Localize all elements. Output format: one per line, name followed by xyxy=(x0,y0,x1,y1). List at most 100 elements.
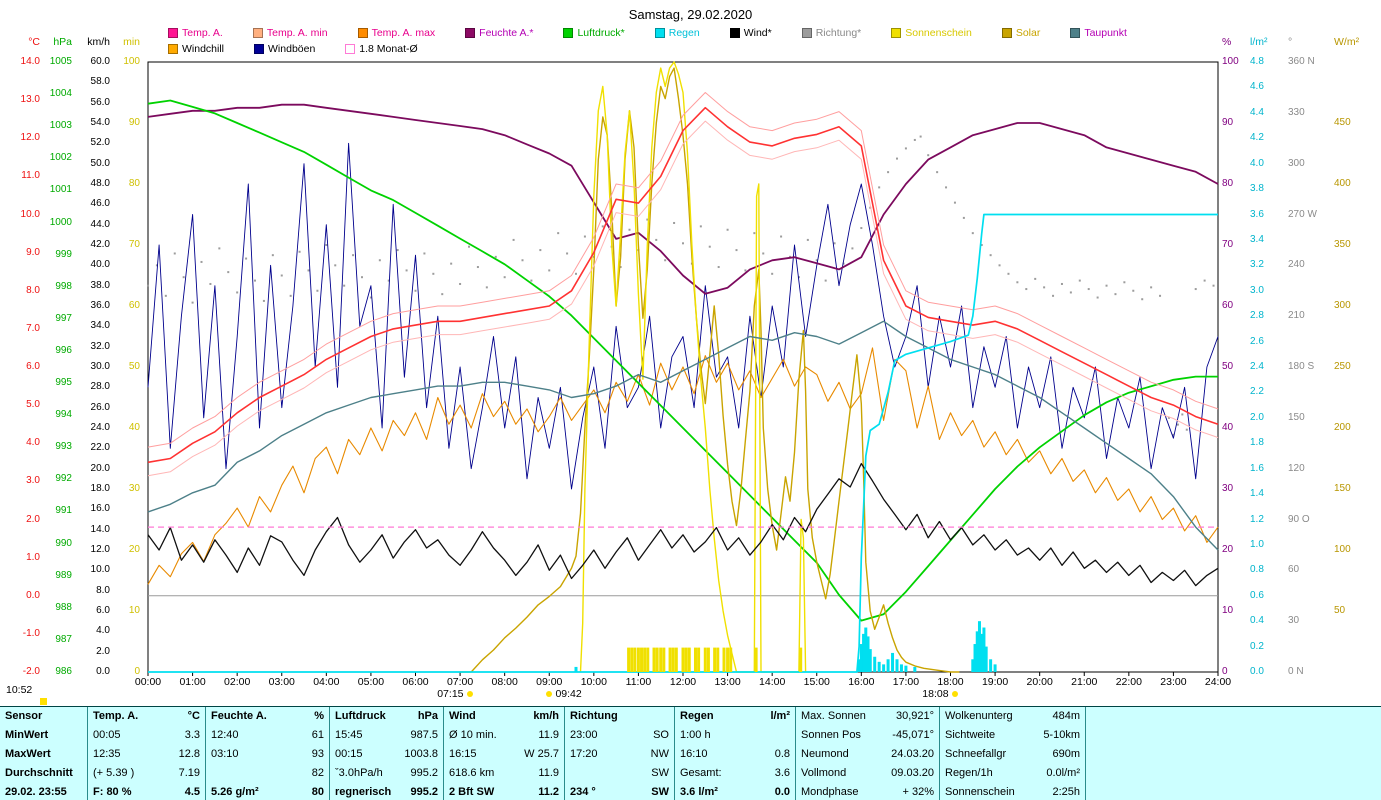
rain-bar xyxy=(895,659,899,672)
series-richtung-dot xyxy=(980,244,983,246)
sun-bar xyxy=(729,647,733,672)
series-richtung-dot xyxy=(155,264,158,267)
cell-label: Mondphase xyxy=(801,785,859,798)
axis-tick-label: 70 xyxy=(128,239,140,250)
axis-tick-label: 4.2 xyxy=(1250,132,1264,144)
series-richtung-dot xyxy=(1114,293,1117,296)
x-axis-label: 02:00 xyxy=(224,676,251,688)
x-axis-label: 06:00 xyxy=(402,676,429,688)
series-richtung-dot xyxy=(298,250,301,253)
rain-bar xyxy=(971,659,975,672)
group-cell: 5.26 g/m² 80 xyxy=(206,782,330,800)
series-richtung-dot xyxy=(878,186,881,189)
cell-label: 23:00 xyxy=(570,729,598,742)
axis-tick-label: 992 xyxy=(55,473,72,485)
sun-time-09-42: 09:42 xyxy=(546,688,582,700)
group-header: Luftdruck hPa xyxy=(330,707,444,726)
series-richtung-dot xyxy=(1159,294,1162,297)
group-cell: 00:05 3.3 xyxy=(88,725,206,745)
axis-tick-label: 986 xyxy=(55,666,72,677)
group-cell: 23:00 SO xyxy=(565,725,675,745)
rain-bar xyxy=(864,627,868,672)
cell-label: 2 Bft SW xyxy=(449,785,495,798)
axis-header-w-m: W/m² xyxy=(1334,36,1360,48)
axis-tick-label: 36.0 xyxy=(90,300,110,311)
series-richtung-dot xyxy=(824,279,827,282)
legend-swatch-icon xyxy=(357,28,368,38)
series-richtung-dot xyxy=(423,252,426,255)
rain-bar xyxy=(866,636,870,672)
legend-swatch-icon xyxy=(252,28,263,38)
series-feuchte-a xyxy=(147,103,1219,295)
axis-tick-label: 28.0 xyxy=(90,381,110,393)
axis-header-l-m: l/m² xyxy=(1250,36,1268,48)
x-axis-label: 21:00 xyxy=(1071,676,1098,688)
axis-tick-label: 150 xyxy=(1334,483,1351,494)
axis-tick-label: 3.0 xyxy=(1250,284,1264,296)
legend-row-2: Windchill Windböen 1.8 Monat-Ø xyxy=(168,43,418,55)
sun-bar xyxy=(713,647,717,672)
x-axis-label: 04:00 xyxy=(313,676,340,688)
rain-bar xyxy=(989,659,993,672)
legend-swatch-icon xyxy=(654,28,665,38)
axis-tick-label: 50 xyxy=(1222,361,1234,372)
axis-tick-label: 1.2 xyxy=(1250,513,1264,525)
axis-tick-label: 994 xyxy=(55,409,72,421)
cell-value: 11.9 xyxy=(538,729,559,742)
axis-tick-label: 11.0 xyxy=(21,170,40,182)
axis-tick-label: 4.0 xyxy=(26,437,40,449)
legend-label: Wind* xyxy=(743,27,772,39)
legend-label: Richtung* xyxy=(815,27,862,39)
rain-bar xyxy=(886,659,890,672)
cell-value: 24.03.20 xyxy=(891,747,934,760)
axis-tick-label: 0.0 xyxy=(1250,666,1264,677)
series-solar xyxy=(460,67,960,673)
axis-tick-label: 42.0 xyxy=(90,239,110,250)
legend-swatch-icon xyxy=(1001,28,1012,38)
axis-tick-label: 1004 xyxy=(49,88,72,100)
cell-label: 16:15 xyxy=(449,747,477,760)
row-label: 29.02. 23:55 xyxy=(0,782,88,800)
axis-tick-label: 1.8 xyxy=(1250,437,1264,449)
series-richtung-dot xyxy=(414,289,417,292)
x-axis-label: 24:00 xyxy=(1204,676,1232,688)
sun-bar xyxy=(726,647,730,672)
series-wind xyxy=(147,462,1219,587)
axis-header-: ° xyxy=(1288,36,1293,48)
axis-tick-label: 400 xyxy=(1334,178,1351,189)
series-richtung-dot xyxy=(735,249,738,252)
series-richtung-dot xyxy=(548,269,551,272)
axis-tick-label: 1002 xyxy=(49,152,72,164)
cell-label: 5.26 g/m² xyxy=(211,785,259,798)
series-taupunkt xyxy=(147,320,1219,551)
group-header: Feuchte A.% xyxy=(206,707,330,726)
series-richtung-dot xyxy=(209,282,212,285)
axis-tick-label: 2.4 xyxy=(1250,361,1264,372)
series-richtung-dot xyxy=(1096,296,1099,299)
rain-bar xyxy=(913,666,917,672)
x-axis-label: 20:00 xyxy=(1026,676,1053,688)
axis-tick-label: 90 xyxy=(1222,117,1234,128)
series-richtung-dot xyxy=(762,252,765,255)
axis-tick-label: 4.0 xyxy=(1250,157,1264,169)
cell-label: Neumond xyxy=(801,747,849,760)
axis-tick-label: 1003 xyxy=(49,120,72,132)
cell-label: Wind xyxy=(449,710,476,723)
rain-bar xyxy=(574,666,578,672)
axis-tick-label: -1.0 xyxy=(22,627,40,639)
legend-swatch-icon xyxy=(168,44,178,54)
series-richtung-dot xyxy=(887,171,890,174)
legend-item-windchill: Windchill xyxy=(168,43,224,55)
axis-tick-label: 58.0 xyxy=(90,76,110,88)
series-richtung-dot xyxy=(245,257,248,260)
axis-tick-label: 60 xyxy=(1288,564,1300,576)
series-regen xyxy=(148,213,1218,673)
group-cell: 1:00 h xyxy=(675,725,796,745)
axis-tick-label: 0.4 xyxy=(1250,615,1264,627)
series-richtung-dot xyxy=(1078,279,1081,282)
series-richtung-dot xyxy=(200,260,203,263)
sun-time-07-15: 07:15 xyxy=(437,688,473,700)
axis-tick-label: 8.0 xyxy=(26,284,40,296)
x-axis-label: 01:00 xyxy=(179,676,206,688)
